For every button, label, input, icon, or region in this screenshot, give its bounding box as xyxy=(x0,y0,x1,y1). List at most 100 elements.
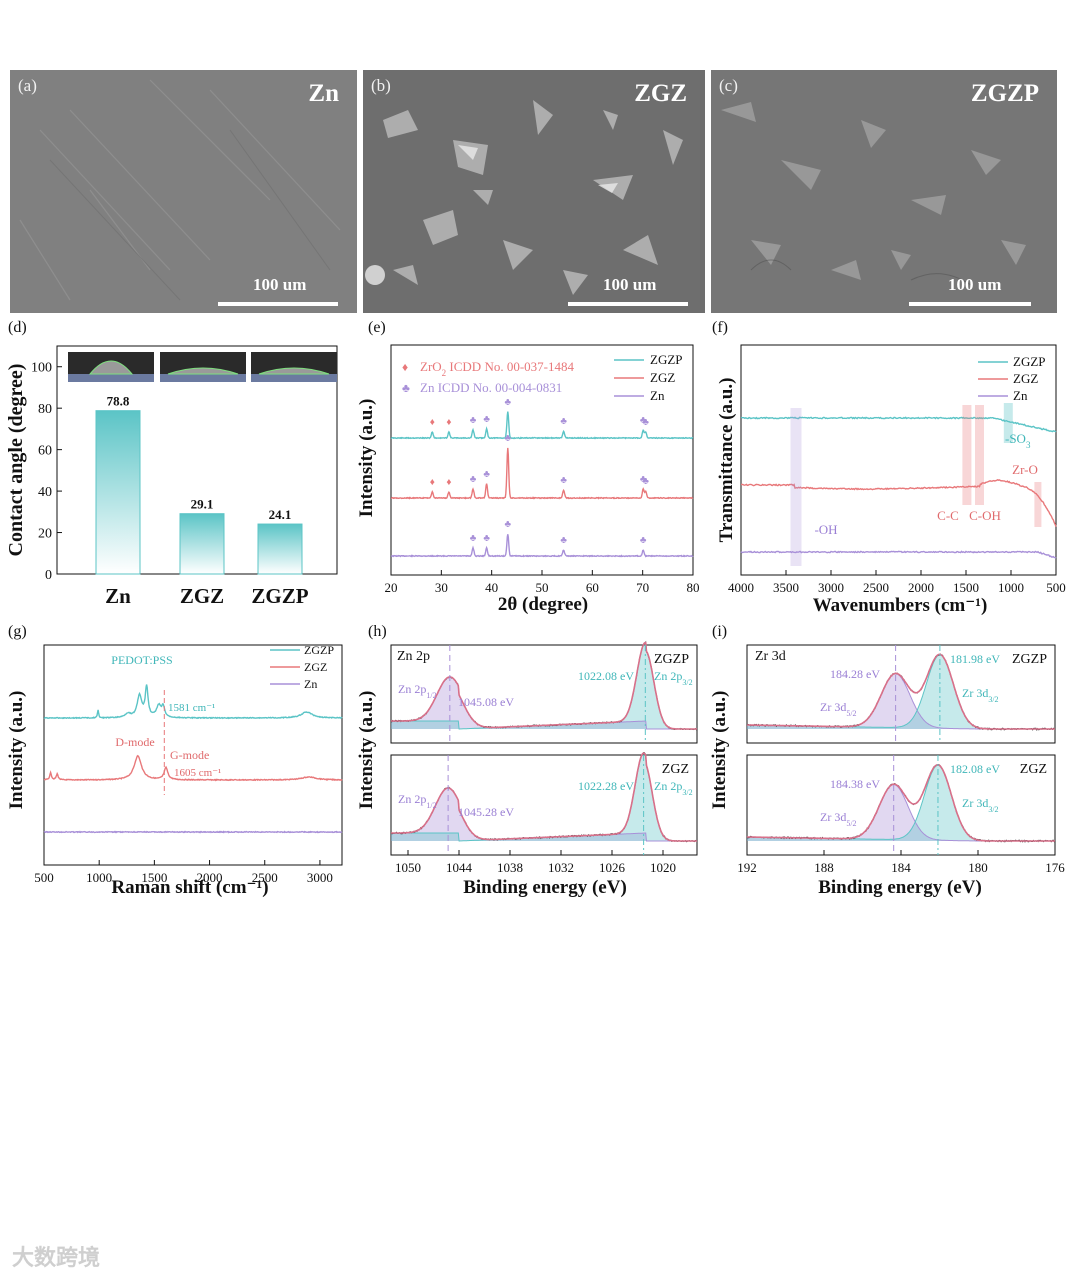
photo-substrate xyxy=(68,374,154,382)
photo-substrate xyxy=(160,374,246,382)
x-tick-label: 80 xyxy=(687,580,700,595)
zn-marker: ♣ xyxy=(642,417,649,428)
zn-marker: ♣ xyxy=(642,476,649,487)
x-tick-label: 1500 xyxy=(953,580,979,595)
x-tick-label: 1000 xyxy=(998,580,1024,595)
y-tick-label: 0 xyxy=(45,568,52,583)
x-category-label: ZGZP xyxy=(251,584,308,608)
legend-label: ZGZP xyxy=(1013,354,1046,369)
x-axis-label: Binding energy (eV) xyxy=(463,877,627,898)
peak-value-2p12: 1045.28 eV xyxy=(458,805,514,819)
xrd-line-zn xyxy=(391,534,693,556)
peak-value-3d52: 184.28 eV xyxy=(830,667,880,681)
xrd-line-zgz xyxy=(391,448,693,499)
x-category-label: Zn xyxy=(105,584,131,608)
panel-label: (i) xyxy=(712,623,727,640)
legend-label: Zn xyxy=(1013,388,1028,403)
zn-marker: ♣ xyxy=(470,415,477,426)
bar-zn xyxy=(96,411,140,574)
panel-label: (f) xyxy=(712,319,728,336)
raman-line-zn xyxy=(44,832,342,833)
x-tick-label: 1020 xyxy=(650,860,676,875)
x-tick-label: 192 xyxy=(737,860,757,875)
x-tick-label: 4000 xyxy=(728,580,754,595)
zro2-marker: ♦ xyxy=(430,417,435,428)
peak-value-3d52: 184.38 eV xyxy=(830,777,880,791)
xps-title: Zr 3d xyxy=(755,649,786,664)
x-tick-label: 3000 xyxy=(818,580,844,595)
x-tick-label: 1000 xyxy=(86,870,112,885)
x-tick-label: 50 xyxy=(536,580,549,595)
band-zro xyxy=(1034,482,1041,527)
x-tick-label: 2500 xyxy=(863,580,889,595)
panel-label: (e) xyxy=(368,319,386,336)
x-tick-label: 1044 xyxy=(446,860,473,875)
x-tick-label: 176 xyxy=(1045,860,1065,875)
x-tick-label: 60 xyxy=(586,580,599,595)
y-axis-label: Transmittance (a.u.) xyxy=(716,378,737,543)
inset-photo-zn xyxy=(68,352,154,382)
bar-value-label: 29.1 xyxy=(191,497,214,512)
x-tick-label: 180 xyxy=(968,860,988,875)
x-tick-label: 184 xyxy=(891,860,911,875)
y-tick-label: 40 xyxy=(38,485,52,500)
band-oh xyxy=(791,408,802,566)
annotation-d-mode: D-mode xyxy=(115,735,154,749)
zro2-marker: ♦ xyxy=(446,417,451,428)
label-zr-3d32: Zr 3d3/2 xyxy=(962,686,999,704)
zro2-marker: ♦ xyxy=(430,477,435,488)
x-tick-label: 70 xyxy=(636,580,649,595)
inset-photo-zgzp xyxy=(251,352,337,382)
annotation-pedot: PEDOT:PSS xyxy=(111,653,172,667)
ftir-frame xyxy=(741,345,1056,575)
label-zr-3d32: Zr 3d3/2 xyxy=(962,796,999,814)
annotation-zro: Zr-O xyxy=(1012,462,1038,477)
zn-marker: ♣ xyxy=(560,535,567,546)
band-coh xyxy=(975,405,984,505)
legend-symbol-zro2: ♦ xyxy=(402,360,408,374)
bar-value-label: 24.1 xyxy=(269,507,292,522)
legend-label: Zn xyxy=(304,677,317,691)
y-tick-label: 80 xyxy=(38,402,52,417)
label-zn-2p12: Zn 2p1/2 xyxy=(398,792,437,810)
annotation-1581: 1581 cm⁻¹ xyxy=(168,702,215,714)
y-tick-label: 100 xyxy=(31,361,52,376)
component-fill-1 xyxy=(747,674,1055,729)
peak-value-2p32: 1022.08 eV xyxy=(578,669,634,683)
x-tick-label: 3500 xyxy=(773,580,799,595)
y-tick-label: 60 xyxy=(38,444,52,459)
zn-marker: ♣ xyxy=(504,519,511,530)
legend-ref-zn: Zn ICDD No. 00-004-0831 xyxy=(420,380,562,395)
zn-marker: ♣ xyxy=(560,475,567,486)
x-axis-label: Raman shift (cm⁻¹) xyxy=(111,877,268,898)
panel-label: (h) xyxy=(368,623,387,640)
bar-zgzp xyxy=(258,524,302,574)
bar-zgz xyxy=(180,514,224,574)
x-tick-label: 500 xyxy=(34,870,54,885)
peak-value-2p32: 1022.28 eV xyxy=(578,779,634,793)
xps-sample-name: ZGZP xyxy=(1012,652,1047,667)
inset-photo-zgz xyxy=(160,352,246,382)
charts-canvas: (d) (e) (f)(g) (h) (i)02040608010078.8Zn29.1… xyxy=(0,0,1080,1278)
ftir-line-zn xyxy=(741,551,1056,558)
zn-marker: ♣ xyxy=(504,433,511,444)
xps-sample-name: ZGZP xyxy=(654,652,689,667)
bar-value-label: 78.8 xyxy=(107,394,130,409)
y-axis-label: Intensity (a.u.) xyxy=(709,691,730,810)
zn-marker: ♣ xyxy=(470,533,477,544)
legend-label: ZGZP xyxy=(304,643,334,657)
label-zn-2p32: Zn 2p3/2 xyxy=(654,779,693,797)
y-tick-label: 20 xyxy=(38,527,52,542)
peak-value-3d32: 182.08 eV xyxy=(950,762,1000,776)
peak-value-3d32: 181.98 eV xyxy=(950,652,1000,666)
label-zn-2p32: Zn 2p3/2 xyxy=(654,669,693,687)
zn-marker: ♣ xyxy=(504,397,511,408)
annotation-g-mode: G-mode xyxy=(170,748,209,762)
x-tick-label: 1032 xyxy=(548,860,574,875)
x-axis-label: Binding energy (eV) xyxy=(818,877,982,898)
legend-symbol-zn: ♣ xyxy=(402,381,410,395)
photo-substrate xyxy=(251,374,337,382)
y-axis-label: Intensity (a.u.) xyxy=(356,691,377,810)
legend-ref-zro2: ZrO2 ICDD No. 00-037-1484 xyxy=(420,359,574,378)
panel-label: (d) xyxy=(8,319,27,336)
